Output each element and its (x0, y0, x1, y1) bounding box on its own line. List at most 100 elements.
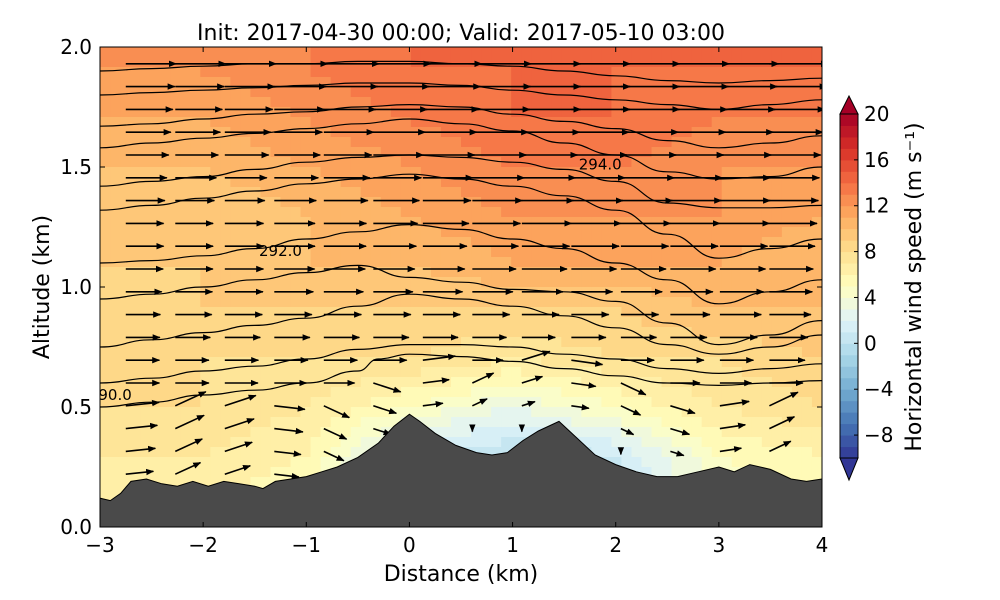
wind-vector (323, 427, 348, 440)
colorbar-tick-label: −8 (864, 423, 893, 447)
x-axis: −3 −2 −1 0 1 2 3 4 (85, 47, 828, 557)
wind-vector (274, 473, 300, 480)
colorbar-frame (839, 113, 859, 459)
wind-vector (719, 446, 743, 453)
wind-vector (422, 400, 444, 408)
colorbar-segment (840, 240, 858, 253)
x-tick-label: 1 (506, 533, 519, 557)
wind-vector (769, 416, 796, 430)
contour-label: 292.0 (259, 242, 302, 260)
wind-vector (719, 399, 750, 407)
isentrope-line (100, 154, 822, 209)
wind-vector (719, 422, 747, 430)
wind-vector (174, 438, 204, 453)
colorbar-tick-label: 12 (864, 194, 889, 218)
wind-vector (620, 382, 647, 396)
y-axis: 0.0 0.5 1.0 1.5 2.0 (60, 35, 822, 539)
x-tick-label: −1 (292, 533, 321, 557)
colorbar-segment (840, 446, 858, 459)
chart-title: Init: 2017-04-30 00:00; Valid: 2017-05-1… (197, 21, 725, 46)
colorbar-segment (840, 228, 858, 241)
isentrope-line (100, 293, 822, 355)
wind-vector (571, 359, 604, 367)
wind-vector (670, 427, 691, 436)
wind-vector (521, 375, 544, 384)
wind-vector (472, 372, 495, 384)
y-tick-label: 2.0 (60, 35, 92, 59)
wind-vector (472, 398, 488, 407)
wind-vector (373, 405, 398, 415)
terrain-silhouette (100, 413, 822, 527)
contour-labels: 290.0 292.0 294.0 (89, 155, 622, 404)
colorbar-segment (840, 171, 858, 184)
y-tick-label: 0.0 (60, 515, 92, 539)
wind-vector (323, 405, 351, 419)
isentrope-line (100, 223, 822, 305)
colorbar-tick-label: 16 (864, 148, 889, 172)
wind-vector (174, 390, 207, 407)
wind-vector (521, 400, 536, 407)
wind-vector (422, 353, 457, 361)
x-tick-label: −2 (188, 533, 217, 557)
colorbar-segment (840, 412, 858, 425)
colorbar-segment (840, 389, 858, 402)
wind-vector (224, 418, 255, 430)
colorbar-segment (840, 148, 858, 161)
colorbar-segment (840, 136, 858, 149)
y-tick-label: 1.5 (60, 155, 92, 179)
wind-vector (224, 464, 252, 475)
wind-vector (274, 450, 302, 457)
colorbar-segment (840, 205, 858, 218)
wind-vectors (125, 60, 822, 480)
plot-area: 290.0 292.0 294.0 (89, 47, 822, 527)
contour-label: 294.0 (579, 155, 622, 173)
wind-vector (670, 450, 685, 457)
colorbar-segment (840, 194, 858, 207)
colorbar-tick-label: 20 (864, 102, 889, 126)
colorbar-segment (840, 263, 858, 276)
x-tick-label: 0 (403, 533, 416, 557)
colorbar-segment (840, 423, 858, 436)
wind-vector (125, 468, 155, 476)
x-tick-label: 2 (609, 533, 622, 557)
y-tick-label: 1.0 (60, 275, 92, 299)
colorbar-segment (840, 366, 858, 379)
x-tick-label: 3 (712, 533, 725, 557)
wind-vector (571, 382, 597, 389)
colorbar-segment (840, 343, 858, 356)
isentrope-line (100, 103, 822, 149)
wind-vector (274, 405, 306, 412)
wind-vector (620, 427, 635, 436)
wind-vector (274, 427, 304, 435)
colorbar: −8 −4 0 4 8 12 16 20 (839, 94, 893, 482)
colorbar-segment (840, 159, 858, 172)
x-tick-label: 4 (816, 533, 829, 557)
colorbar-tick-label: 0 (864, 331, 877, 355)
colorbar-segment (840, 331, 858, 344)
wind-vector (125, 422, 159, 430)
colorbar-segment (840, 320, 858, 333)
colorbar-segment (840, 297, 858, 310)
wind-vector (224, 441, 253, 453)
wind-vector (571, 404, 590, 411)
wind-vector (125, 399, 160, 407)
isentrope-line (100, 344, 822, 384)
colorbar-tick-label: 4 (864, 285, 877, 309)
colorbar-tick-label: −4 (864, 377, 893, 401)
wind-vector (769, 391, 799, 407)
wind-vector (373, 382, 402, 393)
colorbar-segment (840, 114, 858, 126)
colorbar-segment (840, 308, 858, 321)
colorbar-segment (840, 286, 858, 298)
y-axis-label: Altitude (km) (30, 215, 55, 359)
colorbar-tick-label: 8 (864, 240, 877, 264)
colorbar-min-extension (839, 457, 859, 482)
isentrope-line (100, 173, 822, 259)
x-axis-label: Distance (km) (384, 562, 539, 587)
contour-label: 290.0 (89, 386, 132, 404)
wind-vector (174, 461, 202, 475)
colorbar-segment (840, 377, 858, 390)
colorbar-segment (840, 217, 858, 230)
colorbar-segment (840, 125, 858, 138)
